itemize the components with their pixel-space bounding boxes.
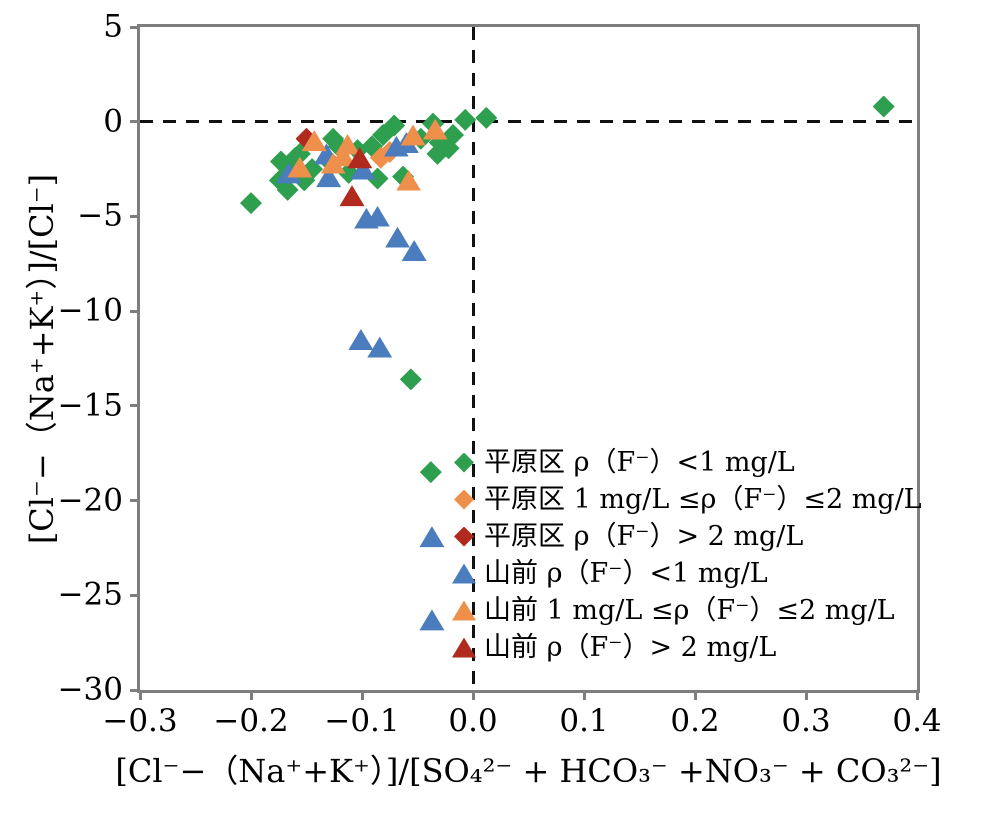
legend: 平原区 ρ（F⁻）<1 mg/L 平原区 1 mg/L ≤ρ（F⁻）≤2 mg/L… <box>450 444 922 666</box>
y-tick-label: −15 <box>57 387 123 424</box>
y-axis-tick <box>130 214 140 218</box>
y-axis-tick <box>130 309 140 313</box>
y-tick-label: −25 <box>57 576 123 613</box>
y-axis-tick <box>130 499 140 503</box>
x-tick-label: −0.3 <box>102 703 178 739</box>
diamond-marker-icon <box>450 452 478 473</box>
data-point-pingyuan-lt1 <box>454 108 477 131</box>
x-tick-label: −0.2 <box>213 703 289 739</box>
y-axis-title: [Cl⁻−（Na⁺+K⁺）]/[Cl⁻] <box>23 173 61 544</box>
triangle-marker-icon <box>450 637 478 658</box>
x-axis-tick <box>360 690 364 700</box>
legend-label: 山前 ρ（F⁻）<1 mg/L <box>484 558 768 589</box>
legend-item-pingyuan-lt1: 平原区 ρ（F⁻）<1 mg/L <box>450 444 922 481</box>
x-tick-label: 0.4 <box>892 703 942 739</box>
y-tick-label: −20 <box>57 482 123 519</box>
data-point-pingyuan-lt1 <box>442 123 465 146</box>
x-axis-tick <box>804 690 808 700</box>
x-tick-label: −0.1 <box>324 703 400 739</box>
y-axis-tick <box>130 688 140 692</box>
y-tick-label: −30 <box>57 671 123 708</box>
legend-item-pingyuan-1to2: 平原区 1 mg/L ≤ρ（F⁻）≤2 mg/L <box>450 481 922 518</box>
y-tick-label: 5 <box>103 8 123 45</box>
data-point-pingyuan-lt1 <box>240 192 262 215</box>
x-tick-label: 0.3 <box>781 703 831 739</box>
x-axis-tick <box>693 690 697 700</box>
y-axis-tick <box>130 120 140 124</box>
data-point-shanqian-lt1 <box>419 609 445 631</box>
plot-inner-layer: −0.3 −0.2 −0.1 0.0 0.1 0.2 0.3 0.4 5 0 −5 −10 −15 −20… <box>58 11 942 737</box>
legend-item-shanqian-1to2: 山前 1 mg/L ≤ρ（F⁻）≤2 mg/L <box>450 592 922 629</box>
legend-label: 山前 ρ（F⁻）> 2 mg/L <box>484 632 777 663</box>
data-point-pingyuan-lt1 <box>419 461 442 484</box>
x-axis-title: [Cl⁻−（Na⁺+K⁺）]/[SO₄²⁻ + HCO₃⁻ +NO₃⁻ + CO… <box>115 752 942 790</box>
x-axis-tick <box>249 690 253 700</box>
zero-y-reference-line <box>140 120 917 124</box>
y-tick-label: 0 <box>103 103 123 140</box>
data-point-shanqian-lt1 <box>419 526 445 548</box>
diamond-marker-icon <box>450 489 478 510</box>
data-point-shanqian-lt1 <box>385 226 411 248</box>
legend-label: 平原区 1 mg/L ≤ρ（F⁻）≤2 mg/L <box>484 484 922 515</box>
data-point-pingyuan-lt1 <box>366 167 389 190</box>
y-axis-tick <box>130 25 140 29</box>
legend-label: 山前 1 mg/L ≤ρ（F⁻）≤2 mg/L <box>484 595 895 626</box>
data-point-shanqian-gt2 <box>339 185 365 207</box>
x-axis-tick <box>138 690 142 700</box>
x-tick-label: 0.0 <box>448 703 498 739</box>
data-point-shanqian-lt1 <box>348 329 374 351</box>
x-axis-tick <box>582 690 586 700</box>
data-point-pingyuan-lt1 <box>276 178 299 201</box>
legend-item-shanqian-gt2: 山前 ρ（F⁻）> 2 mg/L <box>450 629 922 666</box>
y-axis-tick <box>130 404 140 408</box>
diamond-marker-icon <box>450 526 478 547</box>
x-axis-tick <box>915 690 919 700</box>
data-point-pingyuan-lt1 <box>399 368 422 391</box>
legend-item-shanqian-lt1: 山前 ρ（F⁻）<1 mg/L <box>450 555 922 592</box>
triangle-marker-icon <box>450 600 478 621</box>
x-axis-tick <box>471 690 475 700</box>
zero-x-reference-line <box>471 27 475 690</box>
data-point-pingyuan-lt1 <box>872 95 895 118</box>
x-tick-label: 0.2 <box>670 703 720 739</box>
legend-label: 平原区 ρ（F⁻）> 2 mg/L <box>484 521 804 552</box>
x-tick-label: 0.1 <box>559 703 609 739</box>
data-point-pingyuan-lt1 <box>383 114 406 137</box>
data-point-pingyuan-lt1 <box>475 106 498 129</box>
legend-label: 平原区 ρ（F⁻）<1 mg/L <box>484 447 795 478</box>
y-tick-label: −10 <box>57 292 123 329</box>
y-tick-label: −5 <box>77 197 123 234</box>
plot-area: −0.3 −0.2 −0.1 0.0 0.1 0.2 0.3 0.4 5 0 −5 −10 −15 −20… <box>23 11 942 790</box>
triangle-marker-icon <box>450 563 478 584</box>
y-axis-tick <box>130 593 140 597</box>
legend-item-pingyuan-gt2: 平原区 ρ（F⁻）> 2 mg/L <box>450 518 922 555</box>
